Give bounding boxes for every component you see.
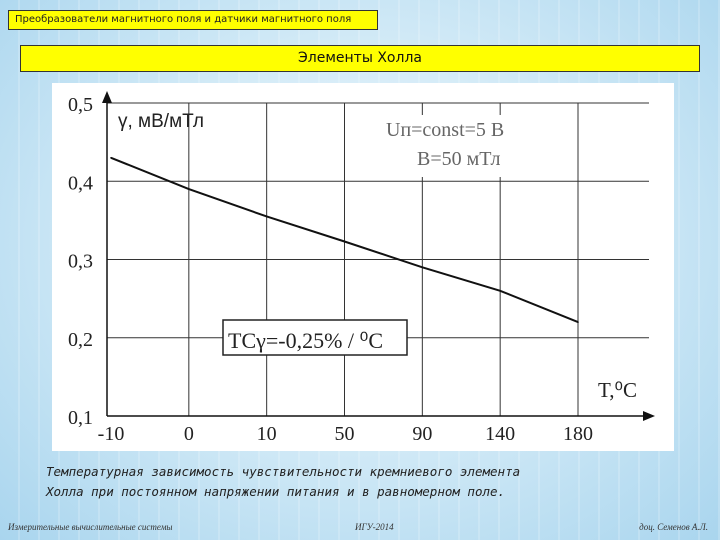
x-tick-label: 90 <box>412 423 432 445</box>
x-tick-label: 180 <box>563 423 593 445</box>
data-point <box>577 321 579 323</box>
chart-panel: 0,5 0,4 0,3 0,2 0,1 -10 0 10 50 90 140 180 γ, мВ/м… <box>52 83 674 451</box>
y-axis-label: γ, мВ/мТл <box>118 111 204 132</box>
temperature-coefficient-box <box>222 319 408 356</box>
x-tick-label: -10 <box>98 423 125 445</box>
footer-course: Измерительные вычислительные системы <box>8 522 173 532</box>
y-tick-label: 0,1 <box>68 407 93 429</box>
y-tick-labels: 0,5 0,4 0,3 0,2 0,1 <box>68 94 93 429</box>
subject-banner: Преобразователи магнитного поля и датчик… <box>8 10 378 30</box>
x-axis-arrow <box>643 411 655 421</box>
data-point <box>188 188 190 190</box>
hall-sensitivity-chart: 0,5 0,4 0,3 0,2 0,1 -10 0 10 50 90 140 180 γ, мВ/м… <box>68 91 655 445</box>
x-axis-label: T,⁰C <box>598 378 637 402</box>
conditions-voltage: Uп=const=5 В <box>386 119 504 141</box>
data-point <box>421 266 424 269</box>
y-tick-label: 0,2 <box>68 329 93 351</box>
temperature-coefficient-label: TCγ=-0,25% / ⁰C <box>228 328 383 353</box>
data-point <box>343 240 346 243</box>
chart-axes <box>102 91 655 421</box>
x-tick-label: 10 <box>257 423 277 445</box>
x-tick-label: 50 <box>335 423 355 445</box>
y-tick-label: 0,3 <box>68 251 93 273</box>
chart-grid <box>107 102 649 416</box>
x-tick-labels: -10 0 10 50 90 140 180 <box>98 423 593 445</box>
data-point <box>499 290 501 292</box>
series-group <box>110 156 579 324</box>
y-tick-label: 0,5 <box>68 94 93 116</box>
footer-institution: ИГУ-2014 <box>355 522 394 532</box>
slide-title: Элементы Холла <box>20 45 700 72</box>
data-point <box>265 215 268 218</box>
caption-line-2: Холла при постоянном напряжении питания … <box>46 484 506 499</box>
conditions-field: B=50 мТл <box>417 148 500 170</box>
conditions-box <box>385 115 535 177</box>
data-point <box>110 156 112 159</box>
x-tick-label: 0 <box>184 423 194 445</box>
y-axis-arrow <box>102 91 112 103</box>
y-tick-label: 0,4 <box>68 172 93 194</box>
x-tick-label: 140 <box>485 423 515 445</box>
footer-author: доц. Семенов А.Л. <box>639 522 708 532</box>
caption-line-1: Температурная зависимость чувствительнос… <box>46 464 521 479</box>
figure-caption: Температурная зависимость чувствительнос… <box>46 462 686 502</box>
